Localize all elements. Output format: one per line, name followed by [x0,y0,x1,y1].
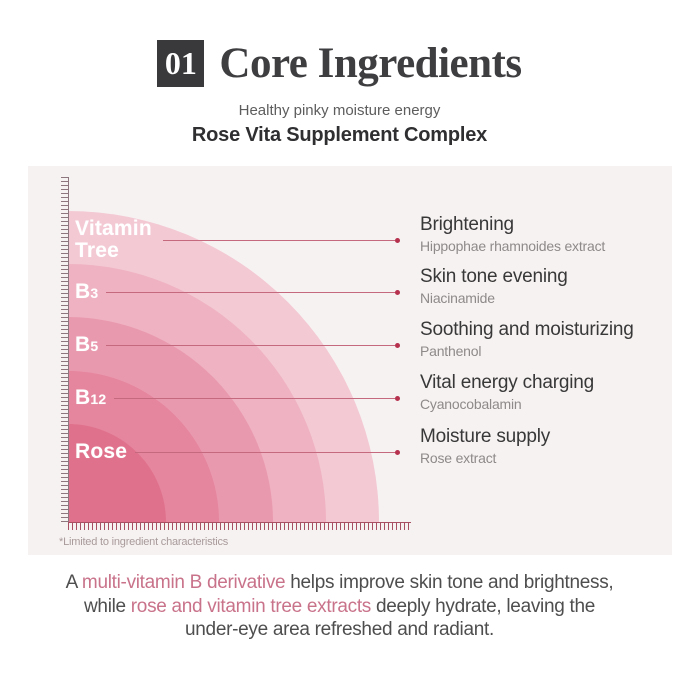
y-axis-ruler [61,177,69,523]
leader-line [163,239,395,241]
description-text: while [84,595,131,617]
complex-subtitle: Rose Vita Supplement Complex [191,124,488,146]
benefit-title: Brightening [420,214,514,235]
ring-label-vitamin-tree: Vitamin Tree [75,216,152,262]
benefit-note-soothing: Soothing and moisturizing Panthenol [420,318,670,361]
benefit-title: Skin tone evening [420,266,568,287]
connector-dot-icon [395,395,400,401]
benefit-ingredient: Rose extract [420,450,497,466]
leader-line [106,344,395,346]
description-text: helps improve skin tone and brightness, [285,572,614,593]
ring-label-b5: B5 [75,332,99,356]
connector-dot-icon [395,449,400,455]
description-accent-text: multi-vitamin B derivative [81,572,286,593]
benefit-title: Soothing and moisturizing [420,319,634,340]
description: A multi-vitamin B derivative helps impro… [30,571,649,642]
benefit-note-brightening: Brightening Hippophae rhamnoides extract [420,213,670,256]
benefit-note-skin-tone: Skin tone evening Niacinamide [420,265,670,308]
ring-row-b12: B12 [75,385,400,411]
description-text: under-eye area refreshed and radiant. [185,619,494,640]
ring-row-rose: Rose [75,439,400,465]
benefit-ingredient: Niacinamide [420,290,495,306]
section-number-badge: 01 [157,40,205,87]
description-accent-text: rose and vitamin tree extracts [130,595,372,617]
connector-dot-icon [395,289,400,295]
tagline: Healthy pinky moisture energy [238,102,441,119]
leader-line [135,451,395,453]
benefit-title: Moisture supply [420,426,551,447]
ring-label-b12: B12 [75,385,107,409]
chart-panel: Vitamin Tree B3 B5 B12 Rose Brightening … [28,166,672,555]
footnote: *Limited to ingredient characteristics [59,536,229,548]
ring-row-vitamin-tree: Vitamin Tree [75,216,400,262]
benefit-ingredient: Cyanocobalamin [420,396,522,412]
ring-label-b3: B3 [75,279,99,303]
benefit-ingredient: Panthenol [420,343,482,359]
leader-line [114,397,395,399]
description-text: deeply hydrate, leaving the [371,595,595,617]
benefit-note-vital-energy: Vital energy charging Cyanocobalamin [420,371,670,414]
ring-label-rose: Rose [75,439,128,463]
benefit-note-moisture: Moisture supply Rose extract [420,425,670,468]
page-title: Core Ingredients [219,40,522,87]
header: 01 Core Ingredients Healthy pinky moistu… [0,40,679,147]
connector-dot-icon [395,342,400,348]
ring-row-b5: B5 [75,332,400,358]
ring-row-b3: B3 [75,279,400,305]
benefit-ingredient: Hippophae rhamnoides extract [420,238,606,254]
leader-line [106,291,395,293]
benefit-title: Vital energy charging [420,372,594,393]
description-text: A [65,572,82,593]
x-axis-ruler [68,522,411,530]
connector-dot-icon [395,237,400,243]
